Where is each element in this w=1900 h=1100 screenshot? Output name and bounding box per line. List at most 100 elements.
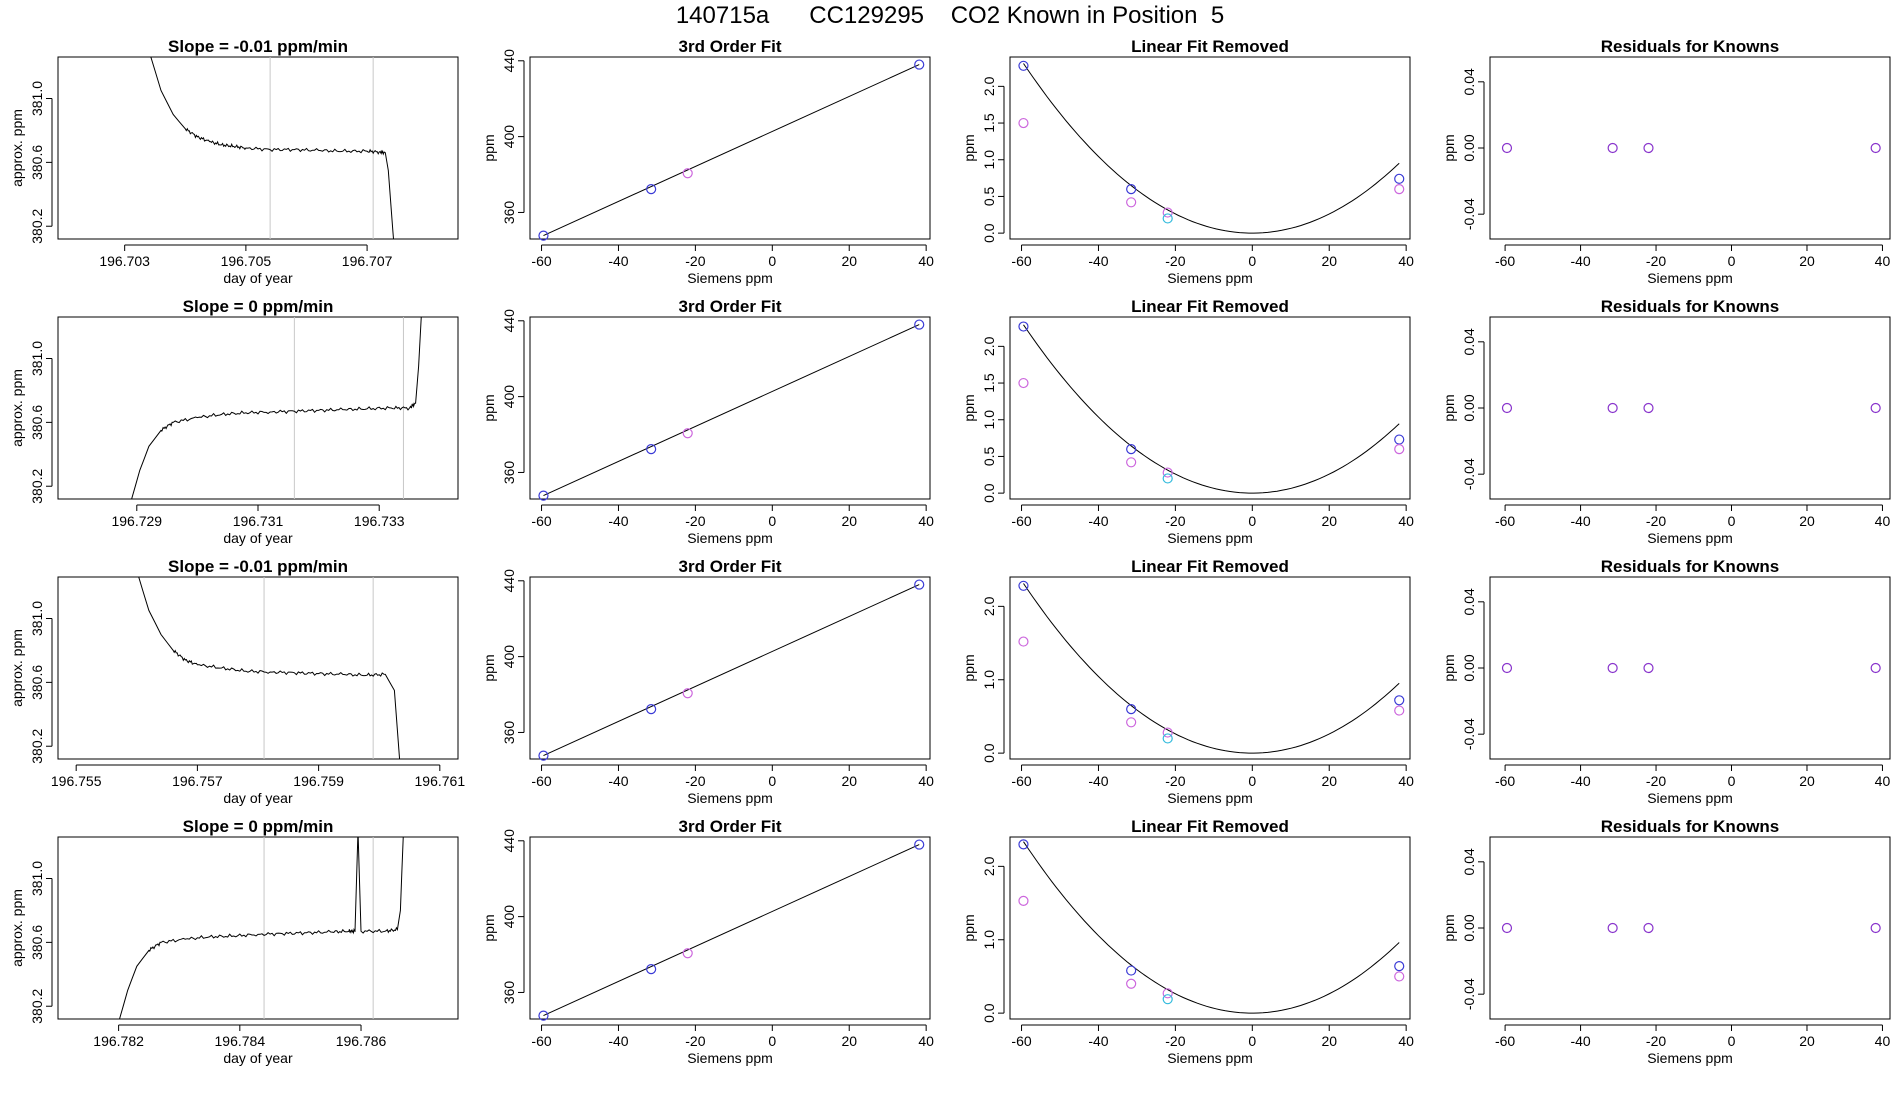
x-tick-label: 196.784 xyxy=(215,1033,266,1049)
y-tick-label: 0.0 xyxy=(981,1003,997,1023)
x-axis-label: Siemens ppm xyxy=(687,270,773,286)
panel-residual-row-3: Residuals for Knowns -60 -40 -20 0 20 40 Siemen… xyxy=(1441,557,1891,806)
y-tick-label: 380.2 xyxy=(29,989,45,1024)
data-point xyxy=(1162,733,1173,744)
data-point xyxy=(1501,142,1513,154)
plot-frame xyxy=(57,316,459,500)
x-tick-label: -20 xyxy=(685,773,705,789)
y-tick-label: 0.0 xyxy=(981,483,997,503)
data-point xyxy=(1394,173,1405,184)
x-tick-label: -40 xyxy=(608,773,628,789)
co2-trace-line xyxy=(138,577,401,759)
y-tick-label: 2.0 xyxy=(981,336,997,356)
data-point xyxy=(1643,922,1654,934)
y-tick-label: 380.2 xyxy=(29,469,45,504)
plot-frame xyxy=(1489,316,1891,500)
y-tick-label: 400 xyxy=(501,645,517,669)
data-point xyxy=(1501,662,1513,674)
y-tick-label: 0.0 xyxy=(981,223,997,243)
x-tick-label: 20 xyxy=(1799,1033,1815,1049)
data-point xyxy=(1607,142,1618,154)
panel-fit-row-4: 3rd Order Fit -60 -40 -20 0 20 40 Siemens ppm 36… xyxy=(481,817,934,1066)
y-tick-label: 0.00 xyxy=(1461,394,1477,421)
y-tick-label: 0.00 xyxy=(1461,654,1477,681)
plot-area xyxy=(1023,63,1400,234)
data-point xyxy=(646,184,657,195)
y-axis-label: ppm xyxy=(961,654,977,681)
data-point xyxy=(1607,402,1618,414)
plot-frame xyxy=(529,576,931,760)
co2-trace-line xyxy=(131,317,422,499)
data-point xyxy=(1018,60,1029,71)
x-tick-label: 40 xyxy=(1398,513,1414,529)
plot-area xyxy=(543,844,920,1017)
x-tick-label: 196.759 xyxy=(293,773,344,789)
data-point xyxy=(1394,695,1405,706)
x-tick-label: -20 xyxy=(1165,773,1185,789)
y-tick-label: 381.0 xyxy=(29,861,45,896)
data-point xyxy=(1643,142,1654,154)
panel-fit-row-3: 3rd Order Fit -60 -40 -20 0 20 40 Siemens ppm 36… xyxy=(481,557,934,806)
panel-title: Linear Fit Removed xyxy=(1131,817,1289,836)
x-tick-label: -20 xyxy=(1646,773,1666,789)
x-tick-label: 196.705 xyxy=(221,253,272,269)
data-point xyxy=(1126,443,1137,455)
x-tick-label: 20 xyxy=(841,513,857,529)
panel-title: Residuals for Knowns xyxy=(1601,37,1780,56)
x-tick-label: -40 xyxy=(1088,253,1108,269)
page-title: 140715a CC129295 CO2 Known in Position 5 xyxy=(675,2,1225,29)
data-point xyxy=(1126,978,1137,989)
data-point xyxy=(914,319,925,330)
y-axis-label: ppm xyxy=(961,134,977,161)
plot-area xyxy=(1023,324,1400,494)
data-point xyxy=(1126,197,1137,208)
x-tick-label: 196.761 xyxy=(415,773,466,789)
x-tick-label: 40 xyxy=(1398,1033,1414,1049)
plot-frame xyxy=(57,576,459,760)
y-axis-label: ppm xyxy=(481,394,497,421)
y-tick-label: 381.0 xyxy=(29,81,45,116)
x-tick-label: 40 xyxy=(1875,253,1891,269)
panel-title: 3rd Order Fit xyxy=(679,37,782,56)
y-tick-label: 0.04 xyxy=(1461,68,1477,95)
data-point xyxy=(1018,895,1029,906)
data-point xyxy=(914,59,925,70)
x-tick-label: 0 xyxy=(1728,1033,1736,1049)
plot-area xyxy=(543,584,920,757)
data-point xyxy=(914,579,925,590)
panel-title: Slope = -0.01 ppm/min xyxy=(168,557,348,576)
x-tick-label: 196.731 xyxy=(233,513,284,529)
data-point xyxy=(1870,142,1881,154)
data-point xyxy=(1018,321,1029,332)
x-tick-label: -40 xyxy=(1088,1033,1108,1049)
x-axis-label: day of year xyxy=(223,530,293,546)
y-tick-label: 0.5 xyxy=(981,446,997,466)
x-tick-label: 196.733 xyxy=(354,513,405,529)
y-axis-label: ppm xyxy=(481,914,497,941)
x-tick-label: 40 xyxy=(1875,1033,1891,1049)
data-point xyxy=(682,948,693,959)
y-axis-label: approx. ppm xyxy=(9,889,25,967)
x-tick-label: -40 xyxy=(1088,513,1108,529)
x-tick-label: -60 xyxy=(1011,773,1031,789)
x-axis-label: Siemens ppm xyxy=(687,530,773,546)
x-axis-label: Siemens ppm xyxy=(1647,1050,1733,1066)
panel-title: Residuals for Knowns xyxy=(1601,557,1780,576)
plot-frame xyxy=(529,836,931,1020)
y-tick-label: 0.04 xyxy=(1461,328,1477,355)
fit-line xyxy=(543,584,920,757)
panel-timeseries-row-2: Slope = 0 ppm/min 196.729 196.731 196.733 da… xyxy=(9,297,459,546)
residual-curve xyxy=(1023,583,1400,754)
panel-linear-row-1: Linear Fit Removed -60 -40 -20 0 20 40 Siemens … xyxy=(961,37,1414,286)
y-axis-label: ppm xyxy=(1441,134,1457,161)
data-point xyxy=(538,230,549,241)
plot-area xyxy=(543,64,920,237)
y-tick-label: 0.5 xyxy=(981,186,997,206)
panel-title: Linear Fit Removed xyxy=(1131,557,1289,576)
x-tick-label: -60 xyxy=(531,1033,551,1049)
panel-linear-row-2: Linear Fit Removed -60 -40 -20 0 20 40 Siemens … xyxy=(961,297,1414,546)
fit-line xyxy=(543,844,920,1017)
y-axis-label: approx. ppm xyxy=(9,369,25,447)
panel-residual-row-2: Residuals for Knowns -60 -40 -20 0 20 40 Siemen… xyxy=(1441,297,1891,546)
y-tick-label: 0.00 xyxy=(1461,134,1477,161)
